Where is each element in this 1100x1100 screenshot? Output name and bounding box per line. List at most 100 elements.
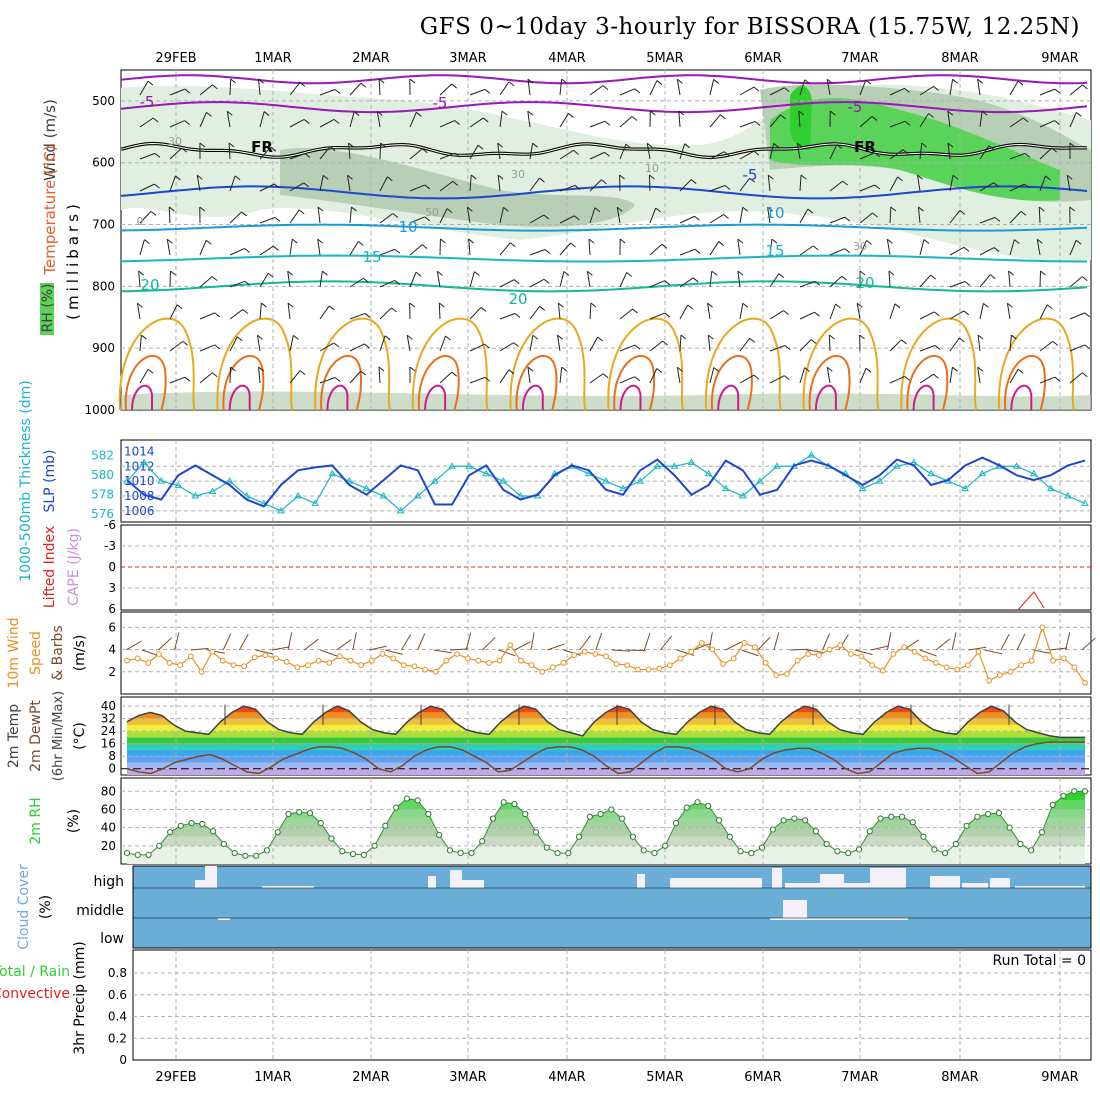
wind-barb-flag: [859, 270, 866, 276]
wind10m-barb: [271, 646, 290, 651]
wind-barb-flag: [468, 238, 475, 244]
wind-barb: [889, 339, 902, 352]
wind-barb: [1039, 304, 1048, 320]
wind-barb: [919, 373, 934, 384]
wind-barb-flag: [1081, 372, 1088, 378]
wind-barb-flag: [299, 82, 306, 87]
isotherm-30: [222, 354, 265, 411]
wind-barb: [139, 211, 152, 224]
wind-barb-flag: [625, 143, 632, 149]
wind-barb: [229, 309, 244, 320]
wind10m-barb: [498, 649, 516, 657]
slp-line-marker: [738, 492, 747, 499]
wind-barb-flag: [182, 341, 189, 346]
wind10m-speed-line-marker: [720, 661, 726, 667]
wind-barb: [289, 82, 301, 96]
cloud-high-label: high: [93, 874, 124, 890]
wind-barb-flag: [363, 277, 369, 283]
y-tick-label: 576: [91, 507, 114, 521]
wind-barb-flag: [897, 176, 903, 182]
wind-barb: [859, 152, 875, 160]
wind-barb-flag: [934, 345, 941, 350]
rh-band: [127, 836, 1085, 846]
isotherm-10: [120, 223, 1088, 232]
wind10m-barb: [919, 649, 937, 657]
wind-barb: [589, 120, 606, 128]
lifted-index-axis-label: Lifted Index: [42, 526, 58, 608]
wind-barb-flag: [454, 152, 461, 158]
wind-barb-flag: [778, 273, 785, 279]
wind-barb: [559, 149, 574, 160]
wind-barb: [1069, 344, 1085, 352]
wind10m-barb: [886, 632, 892, 651]
slp-line-marker: [448, 462, 456, 469]
wind-barb-flag: [570, 242, 576, 248]
wind-barb-flag: [228, 142, 235, 148]
wind-barb: [799, 208, 809, 224]
rh-marker: [1049, 801, 1056, 809]
wind-barb: [889, 303, 896, 320]
wind-barb-flag: [677, 78, 683, 84]
wind-barb: [527, 79, 531, 96]
wind10m-speed-line-marker: [177, 662, 184, 669]
wind-barb-flag: [1046, 304, 1053, 310]
wind-barb-flag: [602, 85, 609, 91]
wind-barb: [1009, 335, 1012, 352]
bottom-date-label: 5MAR: [646, 1070, 683, 1085]
wind-barb-flag: [904, 87, 910, 93]
wind-barb-flag: [514, 313, 521, 318]
wind-barb: [679, 277, 694, 288]
wind-barb: [436, 271, 441, 288]
slp-line-marker: [636, 477, 645, 484]
rh-marker: [802, 817, 809, 824]
wind-barb-flag: [378, 78, 385, 84]
cape-axis-label: CAPE (J/kg): [66, 528, 82, 606]
wind-barb-flag: [527, 78, 534, 84]
isotherm-25: [411, 317, 490, 411]
wind-barb-flag: [804, 79, 811, 85]
wind10m-speed-line-marker: [358, 662, 365, 669]
millibars-axis-label: (millibars): [64, 200, 82, 320]
wind10m-speed-line-marker: [858, 653, 865, 660]
wind10m-speed-line-marker: [943, 664, 950, 671]
wind-barb-flag: [780, 114, 786, 120]
top-date-label: 3MAR: [449, 51, 486, 66]
wind-barb: [619, 88, 635, 96]
wind-barb-flag: [856, 302, 863, 308]
wind-barb: [529, 214, 545, 224]
wind-barb-flag: [1007, 302, 1013, 308]
temp-line: [126, 705, 1085, 739]
slp-line-marker: [670, 462, 679, 469]
wind-barb-flag: [263, 111, 270, 116]
rh-marker: [737, 848, 744, 855]
wind-barb: [1036, 239, 1041, 256]
wind-barb-flag: [866, 240, 872, 245]
wind10m-speed-line-marker: [901, 644, 907, 651]
bottom-date-label: 6MAR: [744, 1070, 781, 1085]
isotherm-minus5-upper: [120, 74, 1088, 85]
slp-line-marker: [413, 492, 422, 499]
bottom-date-label: 2MAR: [352, 1070, 389, 1085]
wind-barb-flag: [737, 270, 744, 276]
wind-barb: [949, 79, 954, 96]
wind-barb: [438, 302, 441, 320]
top-date-label: 7MAR: [841, 51, 878, 66]
wind-barb: [499, 279, 515, 288]
wind-barb-flag: [1054, 88, 1061, 94]
rh-marker: [909, 819, 916, 826]
wind10m-speed-line-marker: [613, 661, 620, 667]
wind-barb: [709, 241, 720, 256]
wind10m-speed-line-marker: [145, 659, 152, 666]
rh-marker: [489, 815, 497, 822]
wind-barb-flag: [901, 339, 907, 345]
wind-barb-flag: [634, 376, 641, 382]
wind10m-speed-line-marker: [422, 666, 428, 673]
wind-barb: [649, 80, 658, 96]
cloud-high-bar: [205, 866, 217, 888]
wind10m-speed-line-marker: [922, 655, 929, 662]
wind-barb-flag: [406, 334, 413, 340]
rh-marker: [436, 831, 443, 839]
wind10m-speed-line-marker: [507, 642, 514, 649]
wind-barb: [1069, 312, 1085, 320]
